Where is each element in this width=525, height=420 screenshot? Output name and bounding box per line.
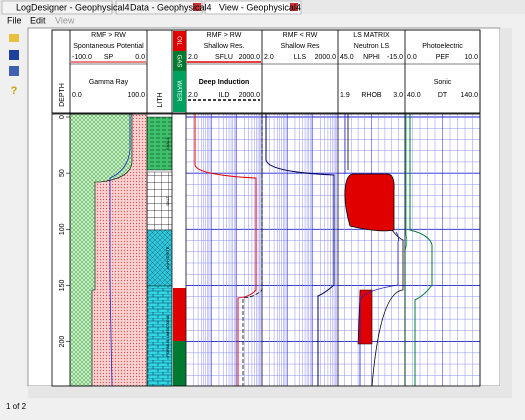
- depth-label: 150: [59, 280, 66, 292]
- curve-name: Shallow Res: [281, 43, 320, 50]
- lith-interval: [146, 171, 173, 231]
- nphi-fill: [344, 173, 395, 232]
- scale-min: -100.0: [72, 54, 92, 61]
- scale-min: 0.0: [72, 92, 82, 99]
- header-cell: [69, 29, 148, 114]
- toolbar: ?: [9, 34, 19, 97]
- fluid-header-water: [173, 71, 186, 112]
- scale-max: 2000.0: [315, 54, 337, 61]
- nphi-curve: [347, 114, 404, 387]
- track-title: LS MATRIX: [353, 32, 390, 39]
- curve-mnemonic: SFLU: [215, 54, 233, 61]
- sp-curve: [109, 114, 131, 387]
- fluid-header-label: OIL: [175, 36, 181, 46]
- gamma-fill-left: [69, 113, 133, 387]
- curve-mnemonic: NPHI: [363, 54, 380, 61]
- curve-mnemonic: PEF: [436, 54, 450, 61]
- menu-item[interactable]: View: [55, 15, 75, 25]
- sflu-curve: [194, 114, 257, 386]
- fluid-header-gas: [173, 51, 186, 71]
- status-text: 1 of 2: [6, 402, 27, 411]
- scale-max: 2000.0: [239, 54, 261, 61]
- open-icon[interactable]: [9, 34, 19, 42]
- depth-label: 200: [59, 336, 66, 348]
- depth-header: DEPTH: [59, 83, 66, 107]
- log-plot: SHALE SALT ANHYDRITE POROUS LIMESTONE 0 50 100…: [51, 29, 481, 387]
- lith-label: ANHYDRITE: [165, 246, 170, 269]
- fluid-header-label: WATER: [175, 81, 181, 103]
- depth-label: 100: [59, 223, 66, 235]
- tab[interactable]: [1, 0, 113, 15]
- fluid-header-oil: [173, 31, 186, 51]
- h-scrollbar[interactable]: [28, 386, 512, 398]
- scale-min: 40.0: [407, 92, 421, 99]
- scale-min: 45.0: [340, 54, 354, 61]
- scale-min: 1.9: [340, 92, 350, 99]
- curve-name: Spontaneous Potential: [73, 43, 144, 50]
- close-icon[interactable]: [193, 3, 201, 11]
- curve-name: Shallow Res.: [204, 43, 245, 50]
- lith-header: LITH: [157, 92, 164, 107]
- fluid-header-label: GAS: [175, 55, 181, 68]
- depth-label: 50: [59, 169, 66, 177]
- menu-item[interactable]: File: [7, 15, 22, 25]
- lith-label: SALT: [165, 196, 170, 206]
- tab-active[interactable]: [204, 0, 302, 15]
- curve-name: Gamma Ray: [89, 79, 129, 86]
- help-icon[interactable]: ?: [11, 85, 18, 97]
- print-icon[interactable]: [9, 66, 19, 76]
- curve-mnemonic: RHOB: [361, 92, 382, 99]
- scale-min: 2.0: [188, 92, 198, 99]
- rhob-curve: [344, 114, 400, 386]
- scale-min: 2.0: [264, 54, 274, 61]
- curve-mnemonic: ILD: [219, 92, 230, 99]
- lls-curve: [265, 114, 335, 386]
- close-icon[interactable]: [290, 3, 298, 11]
- header-box: [51, 29, 481, 114]
- tab-bar: LogDesigner - Geophysical4 Data - Geophy…: [0, 0, 525, 15]
- menu-bar: File Edit View: [7, 15, 75, 25]
- scale-max: 0.0: [135, 54, 145, 61]
- scale-max: 10.0: [464, 54, 478, 61]
- track-title: RMF > RW: [91, 32, 126, 39]
- curve-name: Deep Induction: [199, 79, 250, 86]
- body-frame: [51, 113, 481, 387]
- scale-min: 2.0: [188, 54, 198, 61]
- curve-name: Photoelectric: [422, 43, 463, 50]
- curve-mnemonic: LLS: [294, 54, 307, 61]
- pef-curve: [409, 114, 433, 386]
- menu-item[interactable]: Edit: [30, 15, 46, 25]
- lith-label: POROUS LIMESTONE: [165, 315, 170, 357]
- track-title: RMF > RW: [207, 32, 242, 39]
- header-cell: [404, 29, 481, 114]
- curve-mnemonic: DT: [438, 92, 448, 99]
- curve-name: Sonic: [434, 79, 452, 86]
- scale-max: -15.0: [387, 54, 403, 61]
- tab-label[interactable]: Data - Geophysical4: [130, 2, 212, 12]
- track-title: RMF < RW: [283, 32, 318, 39]
- tab[interactable]: [115, 0, 203, 15]
- tab-label[interactable]: LogDesigner - Geophysical4: [16, 2, 130, 12]
- fluid-water: [173, 341, 186, 386]
- curve-mnemonic: SP: [104, 54, 114, 61]
- lith-interval: [146, 116, 173, 171]
- fluid-oil: [173, 288, 186, 341]
- v-scrollbar[interactable]: [500, 28, 512, 386]
- scale-max: 2000.0: [239, 92, 261, 99]
- scale-max: 140.0: [460, 92, 478, 99]
- depth-label: 0: [59, 115, 66, 119]
- save-icon[interactable]: [9, 50, 19, 60]
- nphi-fill: [357, 289, 373, 345]
- curve-name: Neutron LS: [354, 43, 390, 50]
- tab-label[interactable]: View - Geophysical4: [219, 2, 301, 12]
- scale-min: 0.0: [407, 54, 417, 61]
- lith-label: SHALE: [165, 137, 170, 150]
- scale-max: 3.0: [393, 92, 403, 99]
- lith-interval: [146, 285, 173, 387]
- scale-max: 100.0: [127, 92, 145, 99]
